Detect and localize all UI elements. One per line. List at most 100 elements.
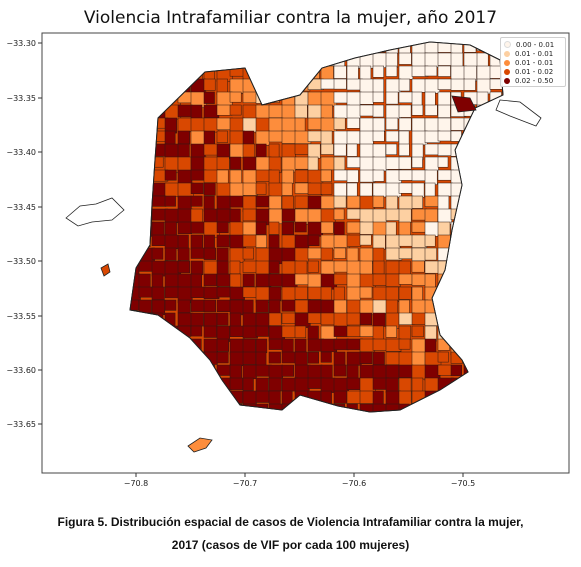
census-zone — [216, 364, 231, 376]
census-zone — [268, 351, 281, 364]
census-zone — [138, 299, 152, 314]
census-zone — [359, 364, 375, 380]
census-zone — [346, 117, 360, 129]
census-zone — [398, 247, 413, 260]
census-zone — [242, 351, 257, 365]
census-zone — [268, 195, 282, 210]
census-zone — [307, 364, 323, 380]
census-zone — [372, 169, 385, 182]
census-zone — [346, 247, 359, 263]
census-zone — [216, 182, 232, 198]
census-zone — [164, 169, 177, 181]
census-zone — [333, 65, 347, 79]
x-axis-ticks: −70.8 −70.7 −70.6 −70.5 — [124, 473, 475, 488]
census-zone — [216, 247, 229, 262]
legend-label: 0.01 - 0.01 — [515, 58, 554, 67]
census-zone — [437, 234, 451, 250]
census-zone — [437, 52, 453, 66]
census-zone — [424, 52, 439, 68]
census-zone — [164, 195, 176, 207]
legend-swatch — [504, 77, 510, 84]
census-zone — [229, 377, 244, 391]
census-zone — [411, 156, 423, 168]
census-zone — [242, 91, 257, 104]
census-zone — [320, 169, 332, 182]
legend-label: 0.02 - 0.50 — [515, 76, 554, 85]
census-zone — [190, 299, 206, 312]
census-zone — [294, 351, 308, 366]
census-zone — [164, 221, 177, 237]
census-zone — [242, 182, 258, 196]
census-zone — [398, 182, 413, 194]
census-zone — [372, 273, 387, 286]
census-zone — [320, 351, 332, 363]
census-zone — [177, 260, 191, 274]
census-zone — [385, 208, 400, 221]
legend-item: 0.01 - 0.02 — [504, 67, 562, 76]
census-zone — [268, 117, 284, 132]
census-zone — [268, 273, 284, 287]
census-zone — [307, 208, 323, 225]
census-zone — [216, 273, 233, 287]
census-zone — [229, 78, 245, 94]
census-zone — [216, 221, 229, 234]
census-zone — [177, 169, 193, 184]
census-zone — [424, 195, 440, 207]
census-zone — [307, 234, 320, 246]
census-zone — [398, 143, 410, 156]
census-zone — [411, 377, 424, 392]
census-zone — [203, 182, 216, 196]
census-zone — [255, 130, 270, 146]
census-zone — [164, 247, 177, 261]
census-zone — [320, 364, 333, 381]
census-zone — [424, 234, 436, 247]
census-zone — [281, 312, 297, 324]
census-zone — [164, 234, 179, 250]
census-zone — [242, 208, 257, 222]
census-zone — [333, 117, 346, 130]
census-zone — [372, 130, 385, 142]
legend-swatch — [504, 41, 511, 48]
census-zone — [385, 377, 399, 394]
census-zone — [333, 169, 348, 182]
census-zone — [346, 65, 359, 82]
census-zone — [255, 273, 272, 288]
y-tick-label: −33.50 — [6, 257, 36, 266]
caption-line-1: Figura 5. Distribución espacial de casos… — [57, 515, 524, 529]
census-zone — [346, 325, 361, 337]
census-zone — [268, 403, 285, 412]
census-zone — [385, 299, 399, 315]
census-zone — [333, 143, 347, 157]
census-zone — [411, 234, 428, 248]
census-zone — [346, 91, 362, 107]
census-zone — [437, 351, 449, 363]
census-zone — [437, 130, 452, 142]
census-zone — [229, 117, 245, 132]
census-zone — [320, 156, 335, 171]
census-zone — [242, 377, 254, 391]
caption-line-2: 2017 (casos de VIF por cada 100 mujeres) — [171, 538, 410, 552]
census-zone — [190, 260, 204, 276]
census-zone — [281, 130, 297, 144]
census-zone — [307, 130, 323, 142]
census-zone — [268, 208, 283, 225]
y-tick-label: −33.65 — [6, 420, 36, 429]
census-zone — [346, 377, 362, 390]
census-zone — [164, 299, 177, 311]
census-zone — [385, 273, 401, 287]
census-zone — [216, 351, 229, 364]
census-zone — [281, 182, 293, 196]
map-title: Violencia Intrafamiliar contra la mujer,… — [83, 8, 498, 28]
census-zone — [229, 169, 242, 185]
census-zone — [333, 351, 346, 366]
census-zone — [190, 234, 203, 251]
census-zone — [268, 364, 283, 379]
census-zone — [346, 286, 361, 302]
census-zone — [346, 312, 361, 326]
census-zone — [151, 182, 167, 197]
census-zone — [255, 377, 269, 393]
census-zone — [190, 312, 204, 327]
census-zone — [242, 260, 258, 273]
census-zone — [268, 221, 280, 235]
